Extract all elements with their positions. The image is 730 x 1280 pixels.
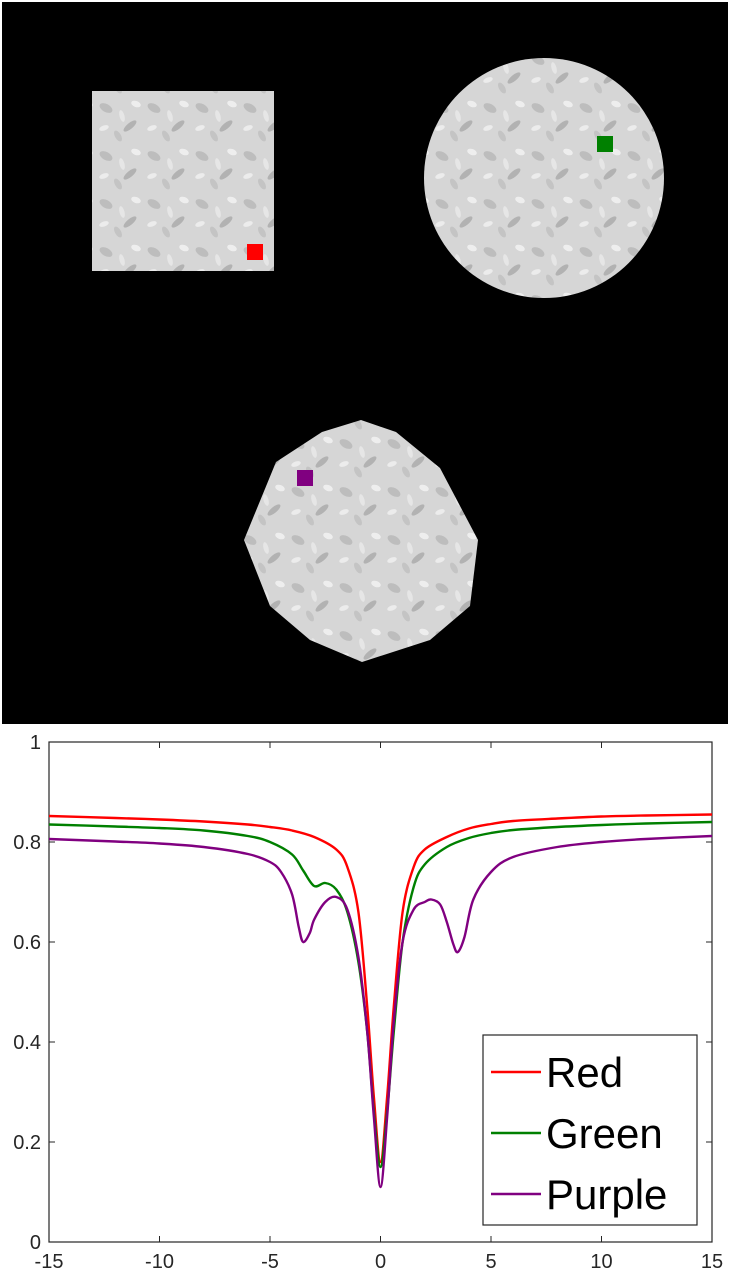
y-tick-label: 0.8 [13, 832, 41, 854]
phantom-image-panel [2, 2, 728, 724]
purple-roi-marker [297, 470, 313, 486]
square-phantom [92, 91, 274, 271]
red-roi-marker [247, 244, 263, 260]
x-tick-label: 0 [375, 1251, 386, 1273]
x-tick-label: 10 [590, 1251, 612, 1273]
y-tick-label: 1 [30, 732, 41, 754]
x-tick-label: 5 [485, 1251, 496, 1273]
x-tick-label: -10 [145, 1251, 174, 1273]
legend-label-red: Red [546, 1049, 623, 1096]
legend: Red Green Purple [482, 1034, 698, 1226]
ticks [48, 741, 713, 1243]
y-tick-label: 0.4 [13, 1032, 41, 1054]
y-tick-label: 0 [30, 1232, 41, 1254]
green-roi-marker [597, 136, 613, 152]
x-tick-label: -5 [261, 1251, 279, 1273]
series-lines [48, 813, 713, 1189]
plot-area: -15 -10 -5 0 5 10 15 0 0.2 0.4 0.6 0.8 1 [13, 732, 723, 1273]
y-tick-label: 0.6 [13, 932, 41, 954]
x-tick-labels: -15 -10 -5 0 5 10 15 [35, 1251, 724, 1273]
x-tick-label: -15 [35, 1251, 64, 1273]
legend-label-green: Green [546, 1110, 663, 1157]
x-tick-label: 15 [701, 1251, 723, 1273]
y-tick-label: 0.2 [13, 1132, 41, 1154]
series-line-red [48, 813, 713, 1164]
series-line-purple [48, 834, 713, 1189]
circle-phantom [424, 58, 664, 298]
y-tick-labels: 0 0.2 0.4 0.6 0.8 1 [13, 732, 41, 1254]
legend-label-purple: Purple [546, 1171, 667, 1218]
